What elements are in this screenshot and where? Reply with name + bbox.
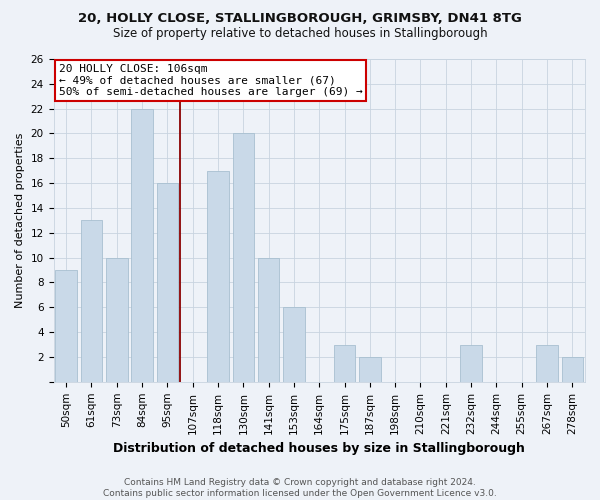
Text: 20 HOLLY CLOSE: 106sqm
← 49% of detached houses are smaller (67)
50% of semi-det: 20 HOLLY CLOSE: 106sqm ← 49% of detached… [59,64,362,97]
Text: Contains HM Land Registry data © Crown copyright and database right 2024.
Contai: Contains HM Land Registry data © Crown c… [103,478,497,498]
Bar [131,108,153,382]
Bar [157,183,178,382]
Bar [233,134,254,382]
Bar [562,357,583,382]
Bar [81,220,102,382]
Text: 20, HOLLY CLOSE, STALLINGBOROUGH, GRIMSBY, DN41 8TG: 20, HOLLY CLOSE, STALLINGBOROUGH, GRIMSB… [78,12,522,26]
Bar [536,344,558,382]
Bar [207,170,229,382]
Bar [283,308,305,382]
Bar [460,344,482,382]
Text: Size of property relative to detached houses in Stallingborough: Size of property relative to detached ho… [113,28,487,40]
Y-axis label: Number of detached properties: Number of detached properties [15,132,25,308]
Bar [334,344,355,382]
Bar [55,270,77,382]
Bar [258,258,280,382]
Bar [359,357,380,382]
Bar [106,258,128,382]
X-axis label: Distribution of detached houses by size in Stallingborough: Distribution of detached houses by size … [113,442,525,455]
